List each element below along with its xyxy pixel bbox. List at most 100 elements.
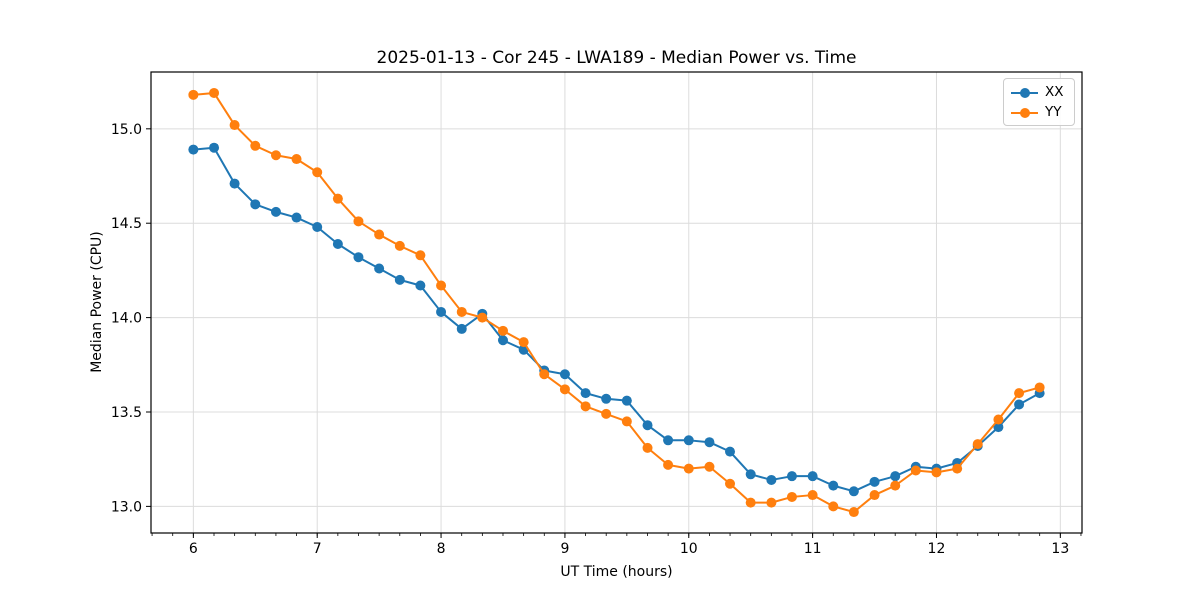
data-point-xx <box>188 144 199 155</box>
data-point-xx <box>848 486 859 497</box>
data-point-xx <box>250 199 261 210</box>
data-point-yy <box>456 306 467 317</box>
data-point-yy <box>497 325 508 336</box>
data-point-yy <box>374 229 385 240</box>
data-point-xx <box>807 471 818 482</box>
data-point-yy <box>621 416 632 427</box>
data-point-xx <box>683 435 694 446</box>
legend-item-xx: XX <box>1011 83 1067 103</box>
data-point-xx <box>456 323 467 334</box>
data-point-yy <box>993 414 1004 425</box>
data-point-yy <box>848 507 859 518</box>
data-point-xx <box>394 274 405 285</box>
data-point-xx <box>663 435 674 446</box>
x-tick-label: 10 <box>680 541 698 557</box>
data-point-yy <box>910 465 921 476</box>
data-point-xx <box>415 280 426 291</box>
data-point-xx <box>332 238 343 249</box>
x-axis-label: UT Time (hours) <box>560 564 673 580</box>
data-point-yy <box>601 408 612 419</box>
data-point-yy <box>1014 388 1025 399</box>
y-tick-label: 15.0 <box>111 122 142 138</box>
legend-line-marker-icon <box>1011 108 1038 118</box>
data-point-yy <box>312 167 323 178</box>
data-point-xx <box>642 420 653 431</box>
data-point-xx <box>786 471 797 482</box>
legend-label: YY <box>1045 104 1062 121</box>
data-point-yy <box>394 240 405 251</box>
data-point-yy <box>663 459 674 470</box>
data-point-yy <box>250 140 261 151</box>
data-point-xx <box>374 263 385 274</box>
x-tick-label: 9 <box>560 541 569 557</box>
y-tick-label: 13.0 <box>111 499 142 515</box>
legend: XX YY <box>1003 78 1075 126</box>
x-tick-label: 8 <box>437 541 446 557</box>
data-point-yy <box>704 461 715 472</box>
x-tick-label: 12 <box>928 541 946 557</box>
y-tick-label: 14.5 <box>111 216 142 232</box>
data-point-xx <box>869 476 880 487</box>
data-point-xx <box>725 446 736 457</box>
data-point-yy <box>209 87 220 98</box>
data-point-xx <box>704 437 715 448</box>
data-point-xx <box>745 469 756 480</box>
data-point-xx <box>1014 399 1025 410</box>
data-point-yy <box>890 480 901 491</box>
data-point-yy <box>415 250 426 261</box>
data-point-xx <box>993 422 1004 433</box>
data-point-yy <box>270 150 281 161</box>
data-point-xx <box>209 142 220 153</box>
data-point-yy <box>952 463 963 474</box>
series-line-xx <box>193 146 1041 493</box>
data-point-yy <box>436 280 447 291</box>
data-point-yy <box>828 501 839 512</box>
data-point-yy <box>229 120 240 131</box>
legend-label: XX <box>1045 84 1064 101</box>
chart-title: 2025-01-13 - Cor 245 - LWA189 - Median P… <box>376 48 857 68</box>
data-point-xx <box>270 206 281 217</box>
data-point-xx <box>766 474 777 485</box>
y-tick-label: 14.0 <box>111 311 142 327</box>
data-point-yy <box>725 478 736 489</box>
data-point-yy <box>332 193 343 204</box>
data-point-xx <box>828 480 839 491</box>
data-point-yy <box>1034 382 1045 393</box>
legend-line-marker-icon <box>1011 88 1038 98</box>
data-point-xx <box>580 388 591 399</box>
data-point-yy <box>642 442 653 453</box>
data-point-yy <box>683 463 694 474</box>
data-point-xx <box>353 252 364 263</box>
data-point-yy <box>786 491 797 502</box>
x-tick-label: 13 <box>1051 541 1069 557</box>
data-point-yy <box>188 89 199 100</box>
data-point-xx <box>497 335 508 346</box>
data-point-yy <box>518 337 529 348</box>
series-line-yy <box>193 91 1040 514</box>
data-point-yy <box>539 369 550 380</box>
x-tick-label: 11 <box>804 541 822 557</box>
data-point-yy <box>766 497 777 508</box>
data-point-xx <box>291 212 302 223</box>
x-tick-label: 6 <box>189 541 198 557</box>
y-tick-label: 13.5 <box>111 405 142 421</box>
data-point-xx <box>890 471 901 482</box>
data-point-xx <box>559 369 570 380</box>
data-point-xx <box>621 395 632 406</box>
data-point-xx <box>312 221 323 232</box>
data-point-yy <box>931 467 942 478</box>
data-point-yy <box>477 312 488 323</box>
data-point-yy <box>807 490 818 501</box>
data-point-xx <box>436 306 447 317</box>
y-axis-label: Median Power (CPU) <box>89 231 105 373</box>
x-tick-label: 7 <box>313 541 322 557</box>
data-point-xx <box>601 393 612 404</box>
data-point-yy <box>353 216 364 227</box>
data-point-yy <box>559 384 570 395</box>
data-point-yy <box>972 439 983 450</box>
data-point-xx <box>229 178 240 189</box>
data-point-yy <box>580 401 591 412</box>
data-point-yy <box>869 490 880 501</box>
